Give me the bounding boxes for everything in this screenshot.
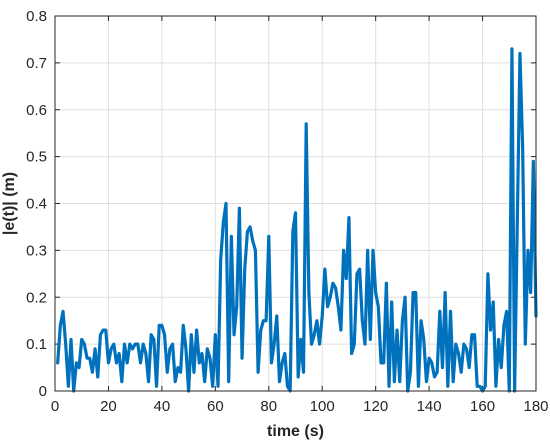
- x-tick-label: 160: [470, 398, 495, 415]
- x-tick-label: 100: [310, 398, 335, 415]
- y-tick-label: 0.5: [26, 149, 47, 166]
- grid-lines: [55, 16, 536, 391]
- series-layer: [58, 49, 536, 391]
- x-axis-label: time (s): [267, 423, 324, 440]
- x-tick-label: 0: [51, 398, 59, 415]
- y-tick-label: 0.4: [26, 196, 47, 213]
- x-tick-label: 60: [207, 398, 224, 415]
- y-axis-label: |e(t)| (m): [1, 172, 18, 235]
- x-tick-labels: 0 20 40 60 80 100 120 140 160 180: [51, 398, 549, 415]
- y-tick-label: 0.1: [26, 336, 47, 353]
- x-tick-label: 120: [363, 398, 388, 415]
- y-tick-label: 0: [39, 383, 47, 400]
- series-line: [58, 49, 536, 391]
- x-tick-label: 20: [100, 398, 117, 415]
- x-tick-label: 180: [523, 398, 548, 415]
- x-tick-label: 40: [154, 398, 171, 415]
- y-tick-label: 0.6: [26, 102, 47, 119]
- y-tick-labels: 0 0.1 0.2 0.3 0.4 0.5 0.6 0.7 0.8: [26, 8, 47, 400]
- y-tick-label: 0.3: [26, 242, 47, 259]
- y-tick-label: 0.2: [26, 289, 47, 306]
- y-tick-label: 0.8: [26, 8, 47, 25]
- y-tick-label: 0.7: [26, 55, 47, 72]
- x-tick-label: 80: [260, 398, 277, 415]
- x-tick-label: 140: [417, 398, 442, 415]
